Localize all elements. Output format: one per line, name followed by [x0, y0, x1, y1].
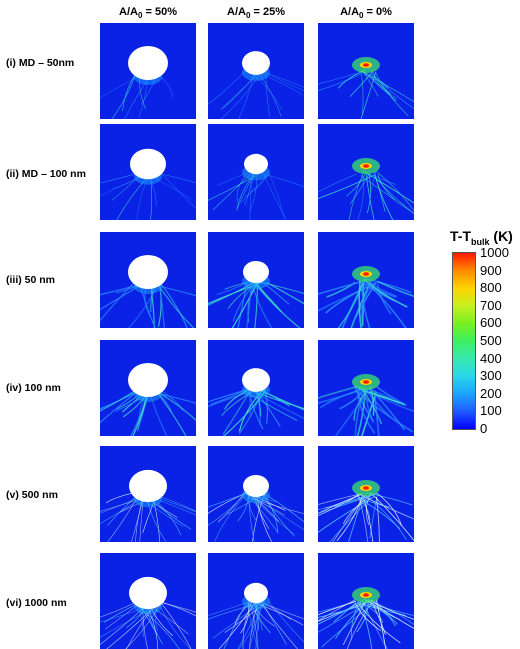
simulation-panel — [100, 232, 196, 328]
column-header-50: A/A0 = 50% — [119, 6, 177, 21]
colorbar — [452, 252, 476, 430]
simulation-panel — [318, 553, 414, 649]
simulation-panel — [208, 23, 304, 119]
colorbar-title: T-Tbulk (K) — [450, 228, 513, 247]
simulation-panel — [208, 340, 304, 436]
row-label-md-100: (ii) MD – 100 nm — [6, 168, 86, 180]
simulation-panel — [208, 124, 304, 220]
simulation-panel — [208, 232, 304, 328]
simulation-panel — [318, 23, 414, 119]
colorbar-tick-label: 300 — [480, 368, 502, 384]
colorbar-tick-label: 400 — [480, 350, 502, 366]
simulation-panel — [318, 232, 414, 328]
colorbar-tick-label: 200 — [480, 385, 502, 401]
colorbar-tick-label: 800 — [480, 280, 502, 296]
colorbar-tick-label: 500 — [480, 333, 502, 348]
simulation-panel — [100, 553, 196, 649]
colorbar-tick-label: 700 — [480, 297, 502, 313]
simulation-panel — [100, 124, 196, 220]
colorbar-tick-label: 600 — [480, 315, 502, 331]
colorbar-tick-label: 100 — [480, 403, 502, 419]
colorbar-tick-label: 0 — [480, 421, 488, 436]
simulation-panel — [208, 553, 304, 649]
column-header-25: A/A0 = 25% — [227, 6, 285, 21]
colorbar-tick-label: 900 — [480, 262, 502, 278]
simulation-panel — [318, 124, 414, 220]
colorbar-tick-label: 1000 — [480, 245, 509, 260]
simulation-panel — [100, 23, 196, 119]
row-label-500: (v) 500 nm — [6, 489, 58, 501]
simulation-panel — [318, 340, 414, 436]
simulation-panel — [100, 446, 196, 542]
simulation-panel — [100, 340, 196, 436]
simulation-panel — [208, 446, 304, 542]
row-label-md-50: (i) MD – 50nm — [6, 57, 75, 69]
row-label-100: (iv) 100 nm — [6, 382, 61, 394]
simulation-panel — [318, 446, 414, 542]
row-label-50: (iii) 50 nm — [6, 274, 56, 286]
column-header-0: A/A0 = 0% — [340, 6, 392, 21]
row-label-1000: (vi) 1000 nm — [6, 597, 67, 609]
